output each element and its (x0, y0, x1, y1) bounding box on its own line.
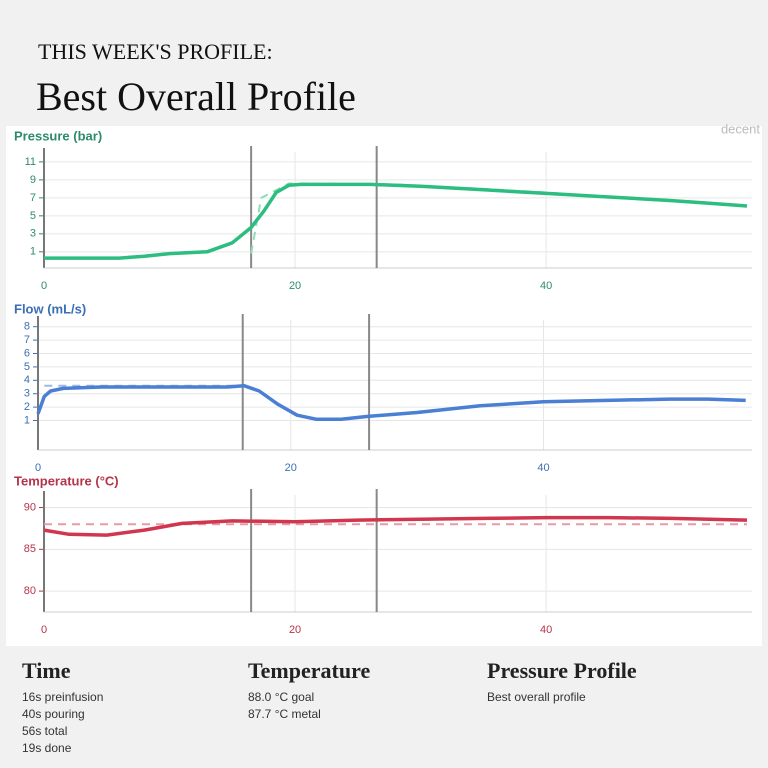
footer-heading: Time (22, 658, 71, 683)
footer-line: 56s total (22, 724, 67, 738)
y-tick-label: 5 (30, 210, 36, 222)
x-tick-label: 20 (285, 462, 297, 474)
x-tick-label: 0 (41, 624, 47, 636)
footer-line: 40s pouring (22, 707, 85, 721)
y-tick-label: 7 (30, 192, 36, 204)
x-tick-label: 40 (540, 280, 552, 292)
headline: Best Overall Profile (36, 74, 356, 119)
footer-line: 87.7 °C metal (248, 707, 321, 721)
y-tick-label: 8 (24, 321, 30, 333)
y-tick-label: 85 (24, 543, 36, 555)
kicker: THIS WEEK'S PROFILE: (38, 39, 273, 64)
footer-heading: Pressure Profile (487, 658, 637, 683)
y-tick-label: 5 (24, 361, 30, 373)
y-tick-label: 9 (30, 174, 36, 186)
footer-line: 19s done (22, 741, 72, 755)
y-tick-label: 90 (24, 501, 36, 513)
y-tick-label: 3 (30, 228, 36, 240)
y-tick-label: 11 (25, 156, 36, 168)
x-tick-label: 0 (41, 280, 47, 292)
x-tick-label: 40 (540, 624, 552, 636)
y-tick-label: 80 (24, 585, 36, 597)
chart-title: Flow (mL/s) (14, 301, 86, 316)
data-line (36, 383, 746, 421)
x-tick-label: 20 (289, 280, 301, 292)
chart-title: Pressure (bar) (14, 128, 102, 143)
x-tick-label: 40 (537, 462, 549, 474)
data-line (43, 515, 748, 537)
y-tick-label: 1 (24, 414, 30, 426)
y-tick-label: 4 (24, 374, 30, 386)
y-tick-label: 1 (30, 246, 36, 258)
x-tick-label: 20 (289, 624, 301, 636)
x-tick-label: 0 (35, 462, 41, 474)
y-tick-label: 7 (24, 334, 30, 346)
data-line (44, 182, 748, 260)
y-tick-label: 2 (24, 401, 30, 413)
y-tick-label: 3 (24, 388, 30, 400)
footer-line: 88.0 °C goal (248, 690, 314, 704)
logo: decent (721, 121, 760, 136)
footer-line: 16s preinfusion (22, 690, 103, 704)
footer-heading: Temperature (248, 658, 370, 683)
footer-line: Best overall profile (487, 690, 586, 704)
chart-title: Temperature (°C) (14, 473, 119, 488)
y-tick-label: 6 (24, 347, 30, 359)
